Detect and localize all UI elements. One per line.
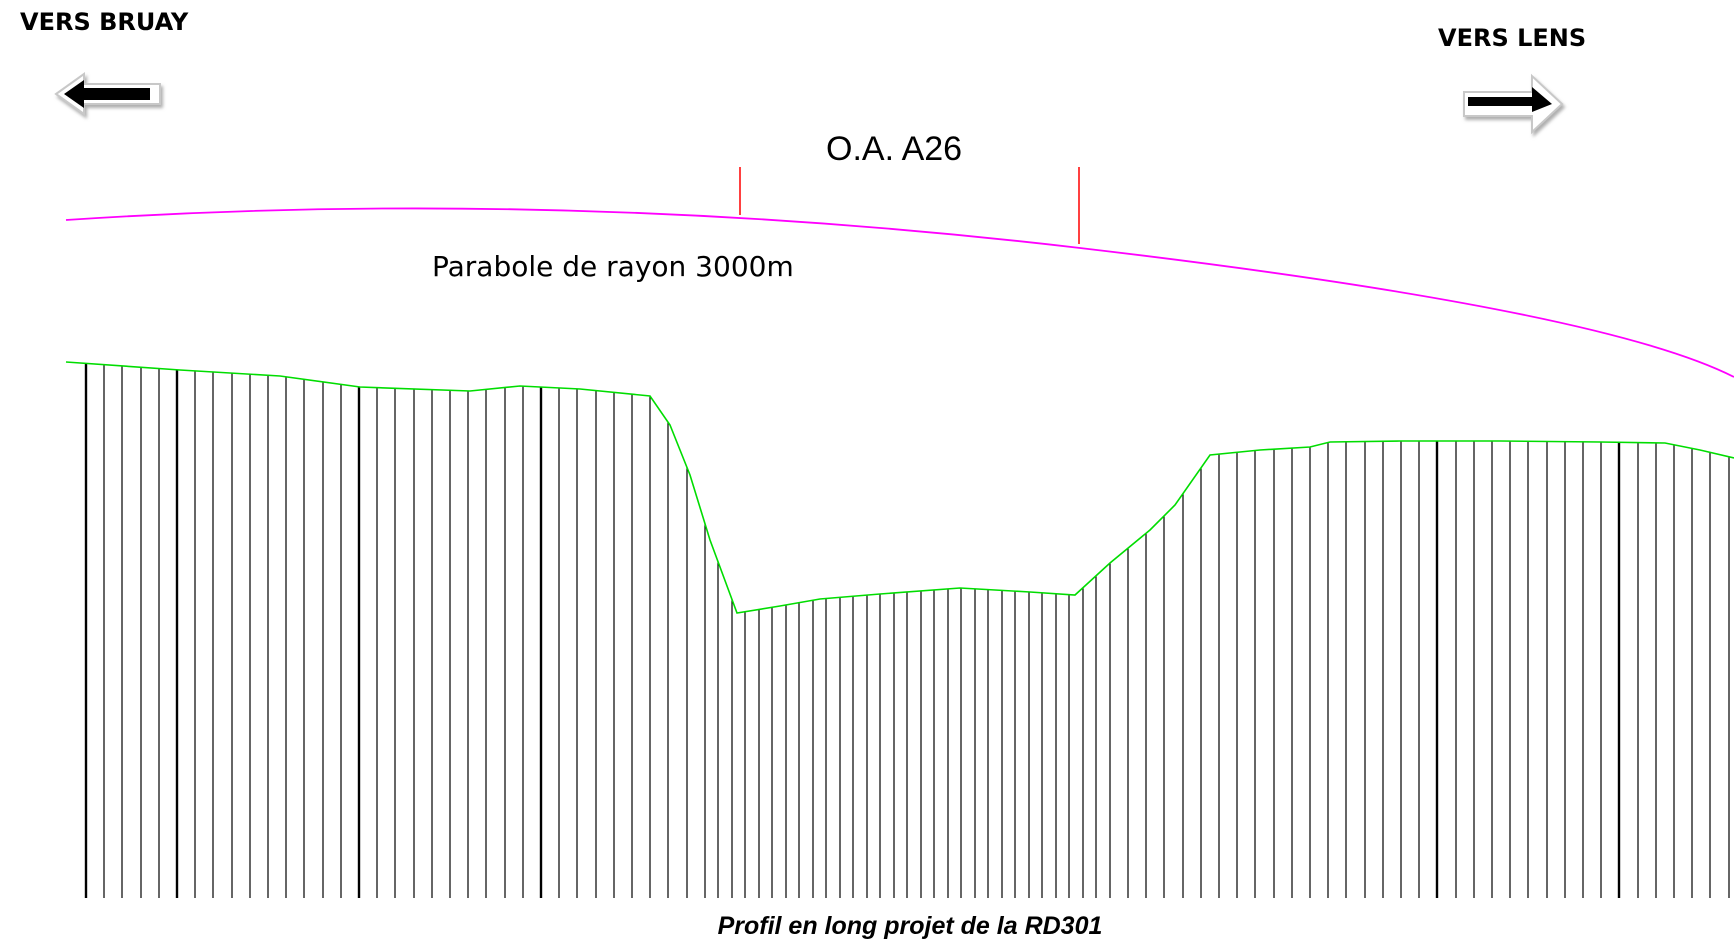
terrain-line (65, 361, 1734, 614)
direction-left-label: VERS BRUAY (20, 8, 189, 36)
arrow-left-icon (54, 72, 161, 116)
direction-right-label: VERS LENS (1438, 24, 1587, 52)
terrain-hatching (84, 363, 1730, 898)
arrow-right-icon (1463, 73, 1564, 135)
parabola-label: Parabole de rayon 3000m (432, 250, 794, 283)
structure-label: O.A. A26 (826, 130, 963, 168)
road-profile-curve (65, 207, 1734, 378)
figure-caption: Profil en long projet de la RD301 (717, 912, 1103, 940)
